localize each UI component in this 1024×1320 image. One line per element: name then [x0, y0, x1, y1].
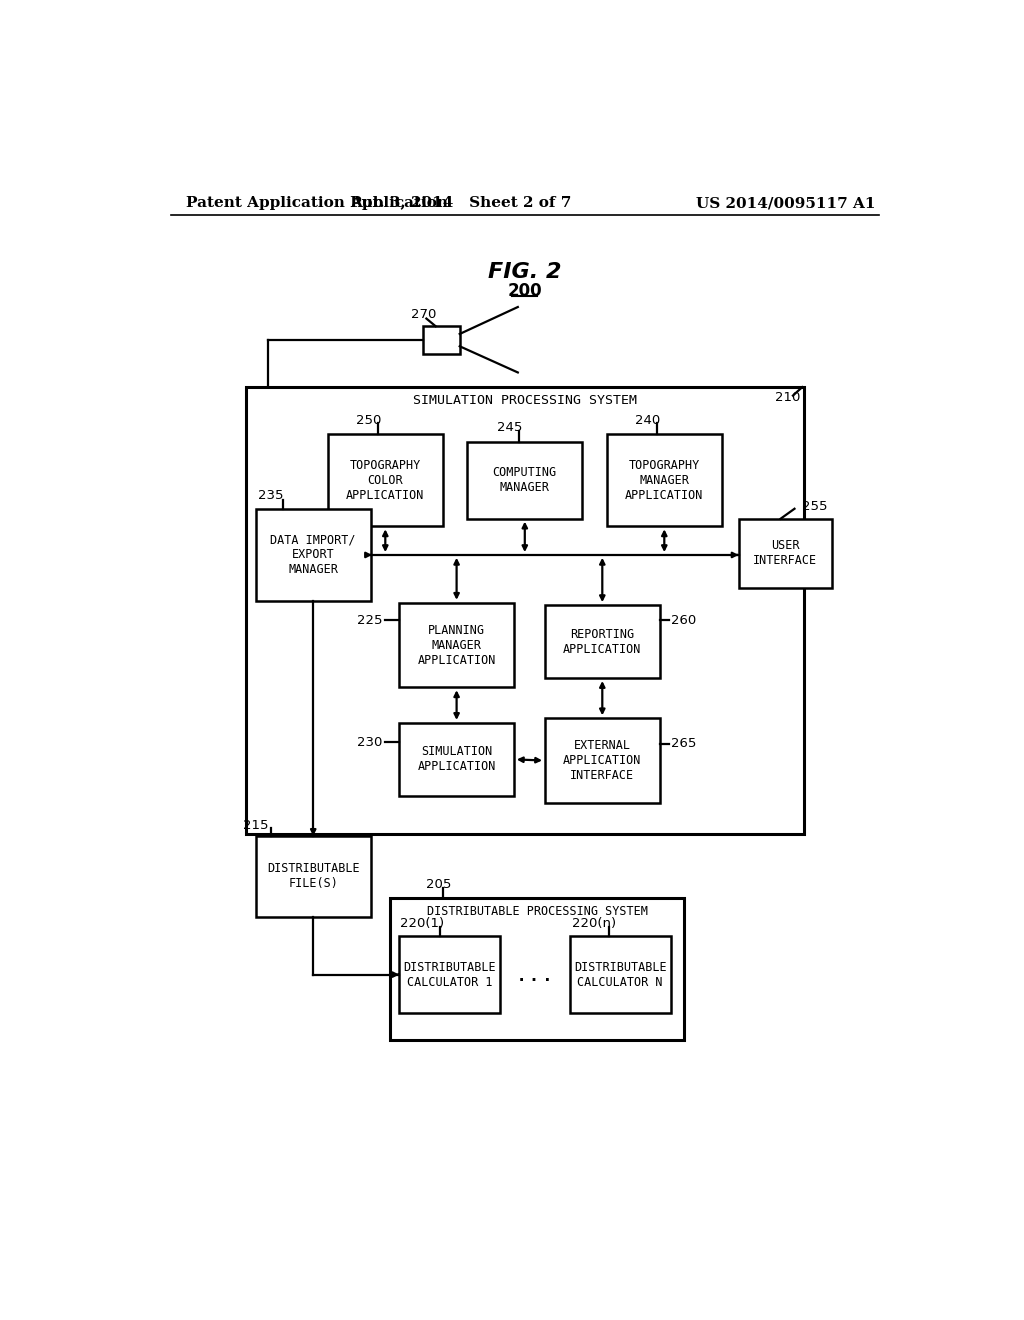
- Text: 200: 200: [508, 282, 542, 300]
- Text: 270: 270: [411, 308, 436, 321]
- Text: DISTRIBUTABLE
CALCULATOR N: DISTRIBUTABLE CALCULATOR N: [573, 961, 667, 989]
- Bar: [390, 898, 684, 1040]
- Text: 230: 230: [356, 735, 382, 748]
- Bar: [423, 326, 460, 354]
- Bar: [256, 508, 371, 601]
- Text: SIMULATION PROCESSING SYSTEM: SIMULATION PROCESSING SYSTEM: [413, 395, 637, 408]
- Bar: [399, 936, 500, 1014]
- Text: EXTERNAL
APPLICATION
INTERFACE: EXTERNAL APPLICATION INTERFACE: [563, 739, 641, 781]
- Text: 235: 235: [258, 490, 284, 502]
- Text: ...: ...: [515, 965, 555, 985]
- Text: REPORTING
APPLICATION: REPORTING APPLICATION: [563, 627, 641, 656]
- Text: DISTRIBUTABLE
CALCULATOR 1: DISTRIBUTABLE CALCULATOR 1: [403, 961, 496, 989]
- Bar: [399, 603, 514, 688]
- Text: 245: 245: [498, 421, 523, 434]
- Bar: [545, 605, 659, 678]
- Text: 215: 215: [243, 818, 268, 832]
- Bar: [607, 434, 722, 527]
- Text: PLANNING
MANAGER
APPLICATION: PLANNING MANAGER APPLICATION: [418, 623, 496, 667]
- Text: 260: 260: [671, 614, 695, 627]
- Text: 225: 225: [356, 614, 382, 627]
- Text: SIMULATION
APPLICATION: SIMULATION APPLICATION: [418, 746, 496, 774]
- Text: DATA IMPORT/
EXPORT
MANAGER: DATA IMPORT/ EXPORT MANAGER: [270, 533, 356, 577]
- Bar: [246, 387, 804, 834]
- Text: COMPUTING
MANAGER: COMPUTING MANAGER: [493, 466, 557, 494]
- Text: 265: 265: [671, 737, 696, 750]
- Bar: [328, 434, 442, 527]
- Bar: [399, 723, 514, 796]
- Text: US 2014/0095117 A1: US 2014/0095117 A1: [696, 197, 876, 210]
- Text: 240: 240: [635, 413, 659, 426]
- Bar: [738, 519, 831, 589]
- Text: FIG. 2: FIG. 2: [488, 263, 561, 282]
- Text: Patent Application Publication: Patent Application Publication: [186, 197, 449, 210]
- Text: 220(n): 220(n): [572, 917, 616, 931]
- Text: TOPOGRAPHY
MANAGER
APPLICATION: TOPOGRAPHY MANAGER APPLICATION: [625, 459, 703, 502]
- Bar: [545, 718, 659, 803]
- Text: Apr. 3, 2014   Sheet 2 of 7: Apr. 3, 2014 Sheet 2 of 7: [350, 197, 572, 210]
- Text: USER
INTERFACE: USER INTERFACE: [753, 540, 817, 568]
- Text: TOPOGRAPHY
COLOR
APPLICATION: TOPOGRAPHY COLOR APPLICATION: [346, 459, 425, 502]
- Text: DISTRIBUTABLE PROCESSING SYSTEM: DISTRIBUTABLE PROCESSING SYSTEM: [427, 906, 647, 917]
- Text: 210: 210: [775, 391, 801, 404]
- Text: 255: 255: [802, 500, 827, 513]
- Text: DISTRIBUTABLE
FILE(S): DISTRIBUTABLE FILE(S): [267, 862, 359, 891]
- Bar: [569, 936, 671, 1014]
- Text: 205: 205: [426, 878, 452, 891]
- Bar: [256, 836, 371, 917]
- Text: 220(1): 220(1): [400, 917, 444, 931]
- Bar: [467, 442, 583, 519]
- Text: 250: 250: [355, 413, 381, 426]
